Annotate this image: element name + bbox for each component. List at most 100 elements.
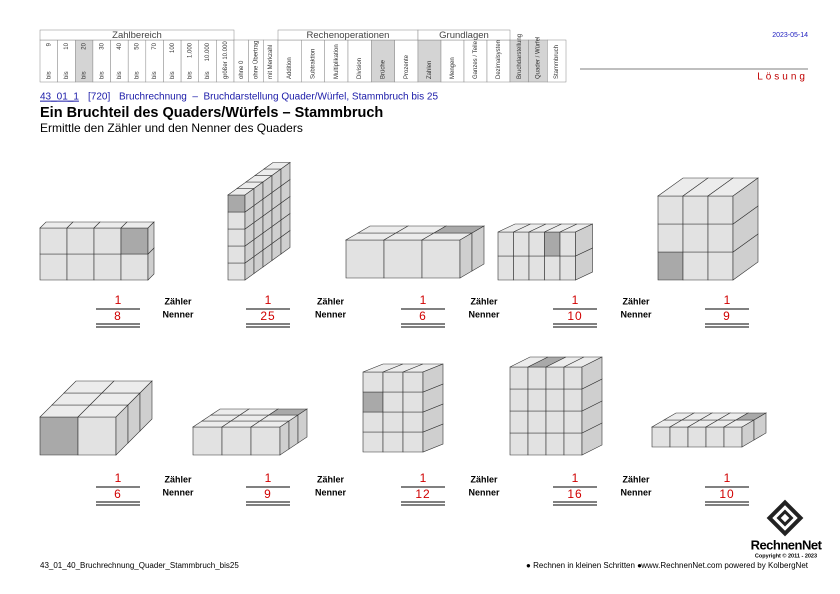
- cube-face: [497, 255, 514, 281]
- cube-face: [227, 228, 246, 247]
- cube-face: [544, 231, 561, 257]
- numerator: 1: [115, 293, 122, 307]
- column-label: bis: [205, 71, 211, 79]
- column-label: bis: [82, 71, 88, 79]
- denominator: 25: [260, 309, 275, 323]
- sheet-topic: Bruchrechnung – Bruchdarstellung Quader/…: [119, 92, 438, 103]
- cuboid: [192, 408, 308, 456]
- column-label: Quader / Würfel: [536, 37, 542, 79]
- cube-face: [707, 223, 734, 253]
- column-label: ohne 0: [239, 60, 245, 79]
- numerator-label: Zähler: [622, 474, 650, 484]
- group-header: [39, 29, 235, 41]
- numerator-label: Zähler: [470, 296, 498, 306]
- cube-face: [382, 431, 404, 453]
- cube-face: [669, 426, 689, 448]
- column-label: Bruchdarstellung: [517, 34, 523, 79]
- cube-face: [382, 371, 404, 393]
- cube-face: [221, 426, 252, 456]
- instruction: Ermittle den Zähler und den Nenner des Q…: [40, 121, 303, 135]
- numerator-label: Zähler: [164, 474, 192, 484]
- column-label: Ganzes / Teile: [473, 40, 479, 79]
- cube-face: [147, 221, 155, 255]
- column-label: mit Merkzahl: [268, 45, 274, 79]
- range-value: 10.000: [205, 42, 211, 61]
- denominator-label: Nenner: [468, 309, 500, 319]
- cube-face: [753, 412, 767, 441]
- cube-face: [528, 255, 545, 281]
- column-label: Subtraktion: [311, 49, 317, 79]
- denominator: 9: [723, 309, 731, 323]
- cube-face: [513, 231, 530, 257]
- cube-face: [279, 420, 290, 456]
- cube-face: [297, 408, 308, 444]
- cube-face: [682, 195, 709, 225]
- denominator-label: Nenner: [315, 309, 347, 319]
- denominator: 6: [114, 487, 122, 501]
- range-value: 20: [82, 42, 88, 49]
- cube-face: [513, 255, 530, 281]
- denominator-label: Nenner: [620, 487, 652, 497]
- brand: RechnenNet: [751, 537, 823, 552]
- cuboid: [650, 412, 768, 448]
- range-value: 10: [64, 42, 70, 49]
- cube-face: [559, 231, 576, 257]
- sheet-number: [720]: [88, 92, 110, 103]
- cube-face: [402, 391, 424, 413]
- column-label: Brüche: [381, 59, 387, 79]
- column-label: Addition: [287, 57, 293, 79]
- range-value: 30: [99, 42, 105, 49]
- cube-face: [120, 253, 149, 281]
- cube-face: [509, 388, 529, 412]
- column-label: ohne Übertrag: [253, 41, 260, 79]
- cube-face: [362, 431, 384, 453]
- cube-face: [227, 194, 246, 213]
- cube-face: [563, 366, 583, 390]
- cube-face: [545, 410, 565, 434]
- column-label: bis: [170, 71, 176, 79]
- denominator-label: Nenner: [162, 309, 194, 319]
- cube-face: [120, 227, 149, 255]
- cube-face: [509, 410, 529, 434]
- cube-face: [227, 211, 246, 230]
- cube-face: [362, 411, 384, 433]
- cube-face: [545, 432, 565, 456]
- cube-face: [682, 251, 709, 281]
- cube-face: [559, 255, 576, 281]
- cube-face: [288, 414, 299, 450]
- column-label: bis: [46, 71, 52, 79]
- cuboid: [657, 177, 759, 281]
- cube-face: [382, 411, 404, 433]
- cube-face: [527, 366, 547, 390]
- group-title: Rechenoperationen: [307, 30, 390, 41]
- column-label: bis: [187, 71, 193, 79]
- cube-face: [657, 195, 684, 225]
- cube-face: [280, 161, 291, 187]
- cuboid: [227, 161, 291, 281]
- numerator: 1: [265, 293, 272, 307]
- denominator-label: Nenner: [162, 487, 194, 497]
- cube-face: [527, 432, 547, 456]
- column-label: größer 10.000: [223, 41, 229, 79]
- cube-face: [39, 416, 79, 456]
- cube-face: [77, 416, 117, 456]
- column-label: bis: [64, 71, 70, 79]
- cube-face: [422, 363, 444, 393]
- cube-face: [527, 388, 547, 412]
- footer-site: www.RechnenNet.com powered by KolbergNet: [640, 561, 809, 570]
- numerator: 1: [265, 471, 272, 485]
- cuboid: [362, 363, 444, 453]
- denominator: 6: [419, 309, 427, 323]
- column-label: bis: [117, 71, 123, 79]
- range-value: 100: [170, 42, 176, 53]
- denominator-label: Nenner: [315, 487, 347, 497]
- cube-face: [227, 245, 246, 264]
- header-cell: [547, 39, 567, 83]
- title: Ein Bruchteil des Quaders/Würfels – Stam…: [40, 105, 383, 121]
- numerator-label: Zähler: [317, 296, 345, 306]
- numerator: 1: [420, 293, 427, 307]
- cuboid: [39, 221, 155, 281]
- cuboid: [509, 356, 603, 456]
- column-label: Stammbruch: [554, 45, 560, 79]
- cube-face: [545, 366, 565, 390]
